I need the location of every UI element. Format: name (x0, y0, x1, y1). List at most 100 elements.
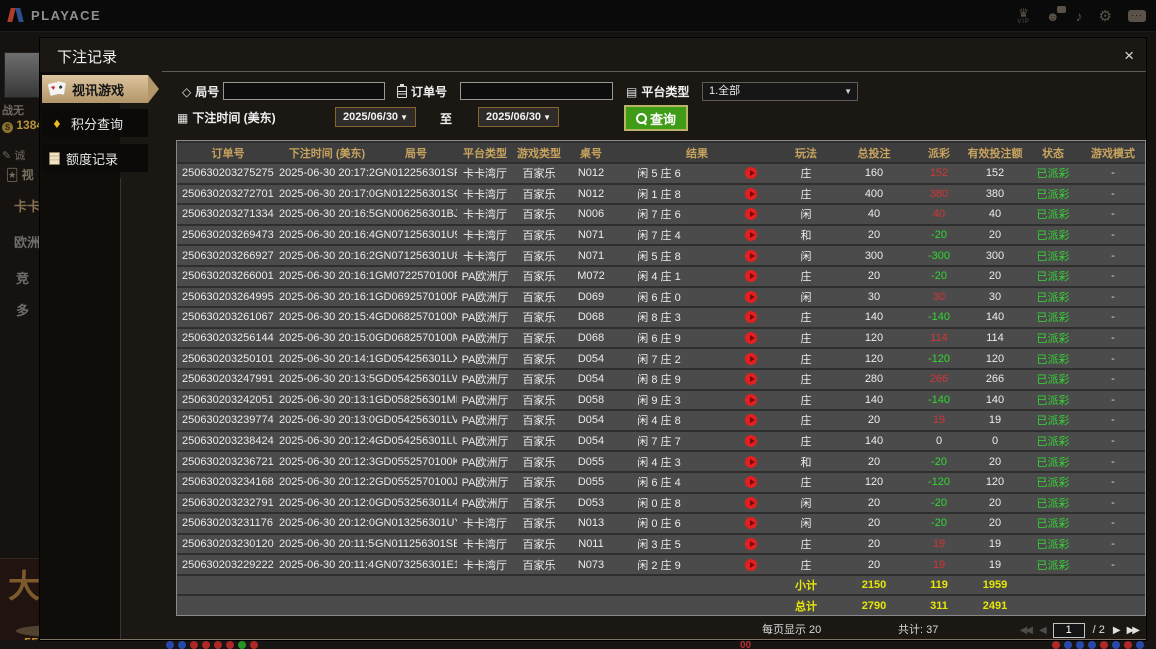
tab-quota-records[interactable]: 额度记录 (42, 144, 148, 172)
sidebar-rail-edge (120, 178, 121, 639)
page-number-input[interactable] (1052, 622, 1085, 638)
table-cell: 20 (835, 411, 913, 430)
replay-icon[interactable] (745, 187, 757, 200)
tab-label: 视讯游戏 (72, 82, 125, 98)
date-to-select[interactable]: 2025/06/30 ▼ (478, 107, 559, 127)
table-cell: 380 (965, 184, 1025, 204)
table-cell: - (1081, 369, 1145, 389)
header-separator (162, 71, 1146, 72)
table-cell: 140 (965, 308, 1025, 327)
replay-icon[interactable] (745, 249, 757, 262)
table-cell: D054 (565, 369, 617, 389)
replay-icon[interactable] (745, 290, 757, 303)
replay-icon[interactable] (745, 352, 757, 365)
round-number-input[interactable] (223, 82, 385, 100)
first-page-button[interactable]: ◀◀ (1019, 624, 1033, 636)
prev-page-button[interactable]: ◀ (1038, 624, 1047, 636)
table-cell: GN071256301U8 (375, 246, 457, 265)
tab-video-games[interactable]: ♥ ♠ 视讯游戏 (42, 75, 159, 103)
table-cell: 2025-06-30 20:17:27 (279, 164, 375, 183)
table-cell: 2025-06-30 20:11:54 (279, 534, 375, 554)
tab-points-query[interactable]: ♦ 积分查询 (42, 109, 148, 137)
replay-icon[interactable] (745, 167, 757, 180)
table-cell: 闲 (777, 246, 835, 265)
table-cell: - (1081, 205, 1145, 224)
table-cell (177, 596, 777, 615)
table-cell: PA欧洲厅 (457, 287, 513, 307)
table-cell: D058 (565, 390, 617, 410)
table-cell: 250630203242051 (177, 390, 279, 410)
total-row: 总计 2790 311 2491 (177, 596, 1145, 615)
table-cell: GD0682570100M (375, 328, 457, 348)
last-page-button[interactable]: ▶▶ (1126, 624, 1140, 636)
total-count-label: 共计: 37 (898, 624, 939, 636)
table-cell: 卡卡湾厅 (457, 184, 513, 204)
support-chat-icon[interactable]: ☻ (1045, 5, 1066, 24)
replay-icon[interactable] (745, 435, 757, 448)
date-from-select[interactable]: 2025/06/30 ▼ (335, 107, 416, 127)
vip-crown-icon[interactable]: ♛ VIP (1017, 7, 1030, 25)
chat-bubble-icon[interactable]: ··· (1128, 10, 1146, 22)
table-cell: - (1081, 555, 1145, 574)
replay-icon[interactable] (745, 496, 757, 509)
replay-icon[interactable] (745, 476, 757, 489)
table-row: 250630203266001 2025-06-30 20:16:19 GM0722… (177, 266, 1145, 286)
settings-gear-icon[interactable]: ⚙ (1098, 8, 1112, 25)
background-balance: S 1384 (2, 118, 43, 133)
replay-icon[interactable] (745, 517, 757, 530)
table-cell: 闲 6 庄 9 (617, 328, 777, 348)
table-row: 250630203275275 2025-06-30 20:17:27 GN0122… (177, 164, 1145, 183)
order-number-label: 订单号 (397, 82, 447, 101)
road-dot (1112, 641, 1120, 649)
table-cell: 百家乐 (513, 225, 565, 245)
table-cell: 152 (913, 164, 965, 183)
replay-icon[interactable] (745, 537, 757, 550)
bet-time-label: ▦ 下注时间 (美东) (177, 110, 276, 126)
background-menu-item[interactable]: 欧洲 (14, 235, 41, 250)
replay-icon[interactable] (745, 332, 757, 345)
logo-mark-icon (8, 6, 25, 24)
replay-icon[interactable] (745, 270, 757, 283)
table-cell: - (1081, 534, 1145, 554)
table-cell: 百家乐 (513, 452, 565, 471)
table-cell: 闲 4 庄 3 (617, 452, 777, 471)
chevron-down-icon: ▼ (543, 113, 551, 122)
replay-icon[interactable] (745, 373, 757, 386)
table-cell: 120 (835, 349, 913, 368)
table-cell: 40 (835, 205, 913, 224)
table-cell: D054 (565, 411, 617, 430)
music-icon[interactable]: ♪ (1075, 8, 1083, 24)
table-cell: 30 (835, 287, 913, 307)
table-cell: D055 (565, 472, 617, 492)
replay-icon[interactable] (745, 455, 757, 468)
replay-icon[interactable] (745, 558, 757, 571)
table-cell: 卡卡湾厅 (457, 225, 513, 245)
platform-type-select[interactable]: 1.全部 ▼ (702, 82, 858, 101)
result-text: 闲 8 庄 3 (637, 312, 681, 325)
chevron-down-icon: ▼ (400, 113, 408, 122)
table-cell: -300 (913, 246, 965, 265)
background-menu-item[interactable]: 竞 (16, 271, 30, 286)
replay-icon[interactable] (745, 414, 757, 427)
table-cell: 2491 (965, 596, 1025, 615)
replay-icon[interactable] (745, 311, 757, 324)
table-cell: D055 (565, 452, 617, 471)
table-cell: 2025-06-30 20:13:04 (279, 411, 375, 430)
background-menu-item[interactable]: 卡卡 (14, 199, 41, 214)
column-header: 桌号 (565, 143, 617, 162)
table-cell: 庄 (777, 369, 835, 389)
table-cell: 2025-06-30 20:13:16 (279, 390, 375, 410)
table-cell: 百家乐 (513, 472, 565, 492)
table-cell: GN012256301SO (375, 184, 457, 204)
result-text: 闲 6 庄 4 (637, 477, 681, 490)
order-number-input[interactable] (460, 82, 613, 100)
column-header: 平台类型 (457, 143, 513, 162)
next-page-button[interactable]: ▶ (1112, 624, 1121, 636)
background-menu-item[interactable]: 多 (16, 303, 30, 318)
replay-icon[interactable] (745, 208, 757, 221)
replay-icon[interactable] (745, 393, 757, 406)
table-cell: 卡卡湾厅 (457, 555, 513, 574)
search-button[interactable]: 查询 (624, 105, 688, 131)
replay-icon[interactable] (745, 229, 757, 242)
close-icon[interactable]: × (1124, 46, 1134, 65)
